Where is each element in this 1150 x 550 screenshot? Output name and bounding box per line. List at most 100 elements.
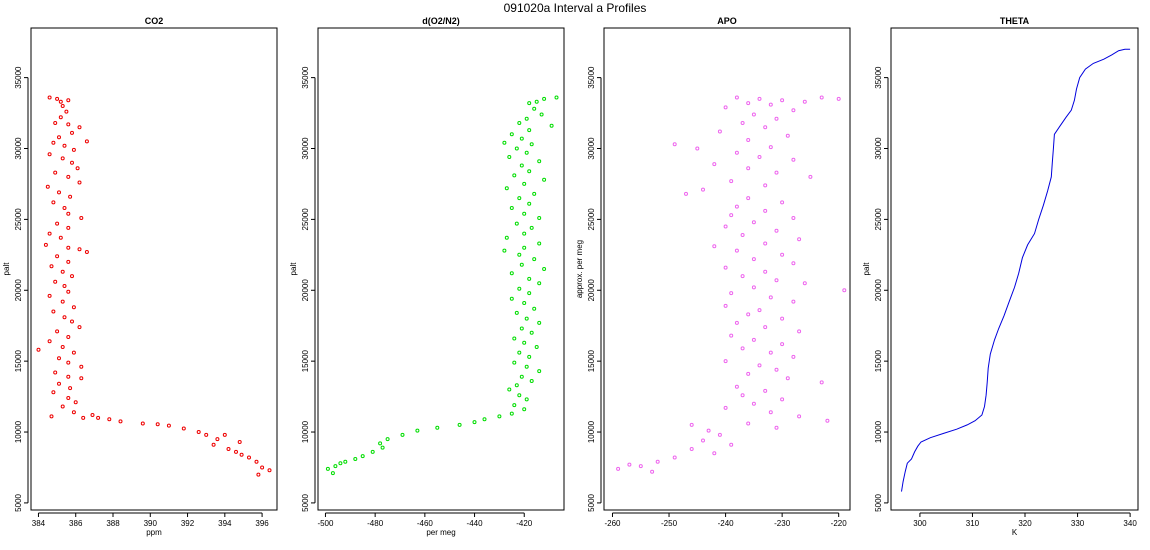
- y-tick-label: 35000: [587, 66, 596, 89]
- data-point: [746, 312, 751, 317]
- data-point: [802, 281, 807, 286]
- data-point: [51, 309, 56, 314]
- y-tick-label: 20000: [587, 279, 596, 302]
- y-tick-label: 30000: [874, 137, 883, 160]
- data-point: [717, 432, 722, 437]
- x-tick-label: 394: [218, 519, 232, 528]
- data-point: [723, 105, 728, 110]
- data-point: [353, 457, 358, 461]
- data-point: [740, 121, 745, 125]
- data-point: [791, 299, 796, 304]
- data-point: [522, 407, 527, 412]
- chart-panel-0: CO2 384 386 388 390 392 394 396 5000 10000 15000 20…: [2, 16, 278, 537]
- data-point: [338, 461, 343, 466]
- y-tick-label: 15000: [587, 349, 596, 372]
- data-point: [107, 417, 112, 422]
- data-point: [537, 369, 542, 374]
- data-point: [723, 224, 728, 229]
- x-tick-label: -480: [367, 519, 384, 528]
- data-point: [47, 152, 52, 157]
- data-point: [768, 350, 773, 355]
- data-point: [706, 428, 711, 433]
- data-point: [672, 455, 677, 460]
- data-point: [740, 393, 745, 398]
- data-point: [64, 109, 69, 114]
- x-tick-label: 392: [181, 519, 195, 528]
- data-point: [522, 245, 527, 250]
- data-point: [517, 121, 522, 125]
- data-point: [166, 423, 171, 428]
- data-point: [542, 96, 547, 101]
- data-point: [512, 403, 517, 408]
- data-point: [524, 397, 529, 402]
- plot-frame: [890, 27, 1139, 511]
- data-point: [774, 367, 779, 372]
- data-point: [380, 445, 385, 450]
- data-point: [768, 102, 773, 107]
- data-point: [502, 140, 507, 145]
- data-point: [53, 170, 58, 175]
- data-point: [254, 459, 259, 464]
- data-point: [343, 459, 348, 464]
- data-point: [712, 162, 717, 167]
- data-point: [774, 228, 779, 233]
- data-point: [509, 296, 514, 301]
- data-point: [226, 447, 231, 451]
- x-axis-label: ppm: [146, 528, 162, 537]
- data-point: [524, 150, 529, 155]
- data-point: [504, 235, 509, 240]
- data-point: [519, 136, 524, 141]
- data-point: [797, 329, 802, 334]
- data-point: [77, 180, 82, 185]
- data-point: [627, 462, 632, 467]
- data-point: [60, 404, 65, 409]
- chart-panel-2: APO -260 -250 -240 -230 -220 5000 10000 15000 200…: [575, 16, 851, 528]
- y-tick-label: 35000: [14, 66, 23, 89]
- data-point: [529, 330, 534, 335]
- data-point: [60, 345, 65, 349]
- data-point: [519, 374, 524, 379]
- data-point: [723, 405, 728, 410]
- data-point: [51, 200, 56, 205]
- y-tick-label: 35000: [301, 66, 310, 89]
- data-point: [62, 143, 67, 148]
- y-tick-label: 30000: [14, 137, 23, 160]
- data-point: [537, 281, 542, 286]
- data-point: [53, 121, 58, 125]
- data-point: [378, 441, 383, 446]
- data-point: [517, 196, 522, 201]
- data-point: [527, 291, 532, 296]
- data-point: [512, 336, 517, 341]
- data-point: [509, 206, 514, 210]
- data-point: [51, 390, 56, 395]
- data-point: [512, 173, 517, 178]
- data-point: [529, 225, 534, 230]
- data-point: [400, 432, 405, 437]
- data-point: [757, 308, 762, 313]
- data-point: [522, 181, 527, 186]
- data-point: [211, 442, 216, 447]
- data-point: [57, 135, 61, 140]
- data-point: [502, 248, 507, 253]
- y-tick-label: 25000: [301, 208, 310, 231]
- x-tick-label: -420: [516, 519, 533, 528]
- y-tick-label: 20000: [301, 279, 310, 302]
- data-point: [66, 98, 71, 103]
- data-point: [527, 169, 532, 174]
- data-point: [746, 421, 751, 426]
- data-point: [734, 248, 739, 253]
- data-point: [234, 449, 238, 454]
- data-point: [66, 122, 71, 127]
- data-point: [517, 252, 522, 257]
- x-tick-label: -260: [604, 519, 621, 528]
- data-point: [70, 319, 74, 324]
- data-point: [797, 414, 802, 419]
- data-point: [532, 257, 537, 262]
- data-point: [519, 326, 524, 331]
- panel-title: CO2: [145, 16, 164, 26]
- data-point: [791, 108, 796, 113]
- data-point: [729, 291, 734, 296]
- data-point: [49, 264, 54, 269]
- panel-title: THETA: [1000, 16, 1030, 26]
- data-point: [549, 123, 554, 128]
